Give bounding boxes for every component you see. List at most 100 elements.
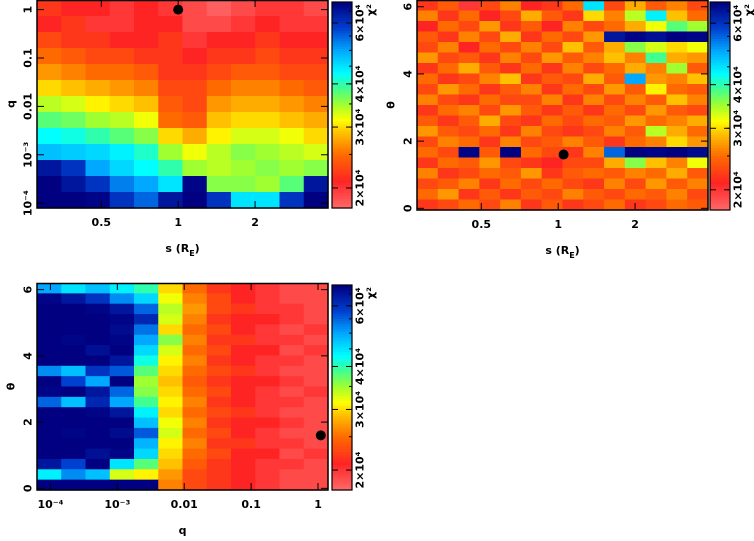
heatmap-cell <box>583 200 604 211</box>
heatmap-cell <box>563 189 584 200</box>
heatmap-cell <box>110 324 135 335</box>
heatmap-cell <box>563 42 584 53</box>
heatmap-cell <box>110 96 135 113</box>
heatmap-cell <box>37 418 62 429</box>
heatmap-cell <box>207 128 232 145</box>
heatmap-cell <box>666 200 687 211</box>
heatmap-cell <box>86 80 111 97</box>
heatmap-cell <box>110 387 135 398</box>
heatmap-cell <box>134 335 159 346</box>
heatmap-cell <box>304 304 329 315</box>
heatmap-cell <box>583 53 604 64</box>
heatmap-cell <box>459 116 480 127</box>
heatmap-cell <box>231 144 256 161</box>
heatmap-cell <box>304 459 329 470</box>
heatmap-cell <box>183 96 208 113</box>
heatmap-cell <box>231 314 256 325</box>
heatmap-cell <box>231 469 256 480</box>
heatmap-cell <box>417 63 438 74</box>
heatmap-cell <box>479 158 500 169</box>
heatmap-cell <box>280 418 305 429</box>
best-fit-point <box>316 430 326 440</box>
heatmap-cell <box>37 0 62 17</box>
heatmap-cell <box>255 96 280 113</box>
heatmap-cell <box>604 105 625 116</box>
colorbar-tick-label: 2×10⁴ <box>354 451 367 488</box>
heatmap-cell <box>479 179 500 190</box>
heatmap-cell <box>479 126 500 137</box>
heatmap-cell <box>37 314 62 325</box>
heatmap-cell <box>417 95 438 106</box>
heatmap-cell <box>183 366 208 377</box>
heatmap-cell <box>625 168 646 179</box>
heatmap-cell <box>37 335 62 346</box>
heatmap-cell <box>231 112 256 129</box>
heatmap-cell <box>646 63 667 74</box>
heatmap-cell <box>255 418 280 429</box>
heatmap-cell <box>417 53 438 64</box>
heatmap-cell <box>61 324 86 335</box>
heatmap-cell <box>207 293 232 304</box>
heatmap-cell <box>255 64 280 81</box>
heatmap-cell <box>304 438 329 449</box>
heatmap-cell <box>255 192 280 209</box>
heatmap-cell <box>61 112 86 129</box>
heatmap-cell <box>183 314 208 325</box>
heatmap-cell <box>500 63 521 74</box>
heatmap-cell <box>61 80 86 97</box>
heatmap-cell <box>231 438 256 449</box>
heatmap-cell <box>61 366 86 377</box>
heatmap-cell <box>183 407 208 418</box>
heatmap-cell <box>563 137 584 148</box>
heatmap-cell <box>625 74 646 85</box>
heatmap-cell <box>86 449 111 460</box>
heatmap-cell <box>521 21 542 32</box>
heatmap-cell <box>37 387 62 398</box>
heatmap-cell <box>110 112 135 129</box>
heatmap-cell <box>86 283 111 294</box>
heatmap-cell <box>646 126 667 137</box>
heatmap-cell <box>542 189 563 200</box>
heatmap-cell <box>542 42 563 53</box>
heatmap-cell <box>231 355 256 366</box>
heatmap-cell <box>459 137 480 148</box>
heatmap-cell <box>479 11 500 22</box>
heatmap-cell <box>134 16 159 33</box>
heatmap-cell <box>110 128 135 145</box>
heatmap-cell <box>687 21 708 32</box>
heatmap-cell <box>231 304 256 315</box>
heatmap-cell <box>646 179 667 190</box>
heatmap-cell <box>37 32 62 49</box>
heatmap-cell <box>304 324 329 335</box>
heatmap-cell <box>158 176 183 193</box>
heatmap-cell <box>61 48 86 65</box>
x-tick-label: 1 <box>174 216 182 229</box>
heatmap-cell <box>417 74 438 85</box>
heatmap-cell <box>158 335 183 346</box>
heatmap-cell <box>583 21 604 32</box>
heatmap-cell <box>255 387 280 398</box>
heatmap-cell <box>61 355 86 366</box>
heatmap-cell <box>207 112 232 129</box>
heatmap-cell <box>459 0 480 11</box>
heatmap-cell <box>438 168 459 179</box>
heatmap-cell <box>438 11 459 22</box>
heatmap-cell <box>304 112 329 129</box>
heatmap-cell <box>500 126 521 137</box>
heatmap-cell <box>134 96 159 113</box>
heatmap-cell <box>280 48 305 65</box>
heatmap-cell <box>61 16 86 33</box>
heatmap-cell <box>500 168 521 179</box>
heatmap-cell <box>61 397 86 408</box>
heatmap-cell <box>134 314 159 325</box>
heatmap-cell <box>604 189 625 200</box>
heatmap-cell <box>158 418 183 429</box>
heatmap-cell <box>687 84 708 95</box>
heatmap-cell <box>134 80 159 97</box>
heatmap-cell <box>459 21 480 32</box>
heatmap-cell <box>280 438 305 449</box>
heatmap-cell <box>687 42 708 53</box>
heatmap-cell <box>625 116 646 127</box>
heatmap-cell <box>86 0 111 17</box>
